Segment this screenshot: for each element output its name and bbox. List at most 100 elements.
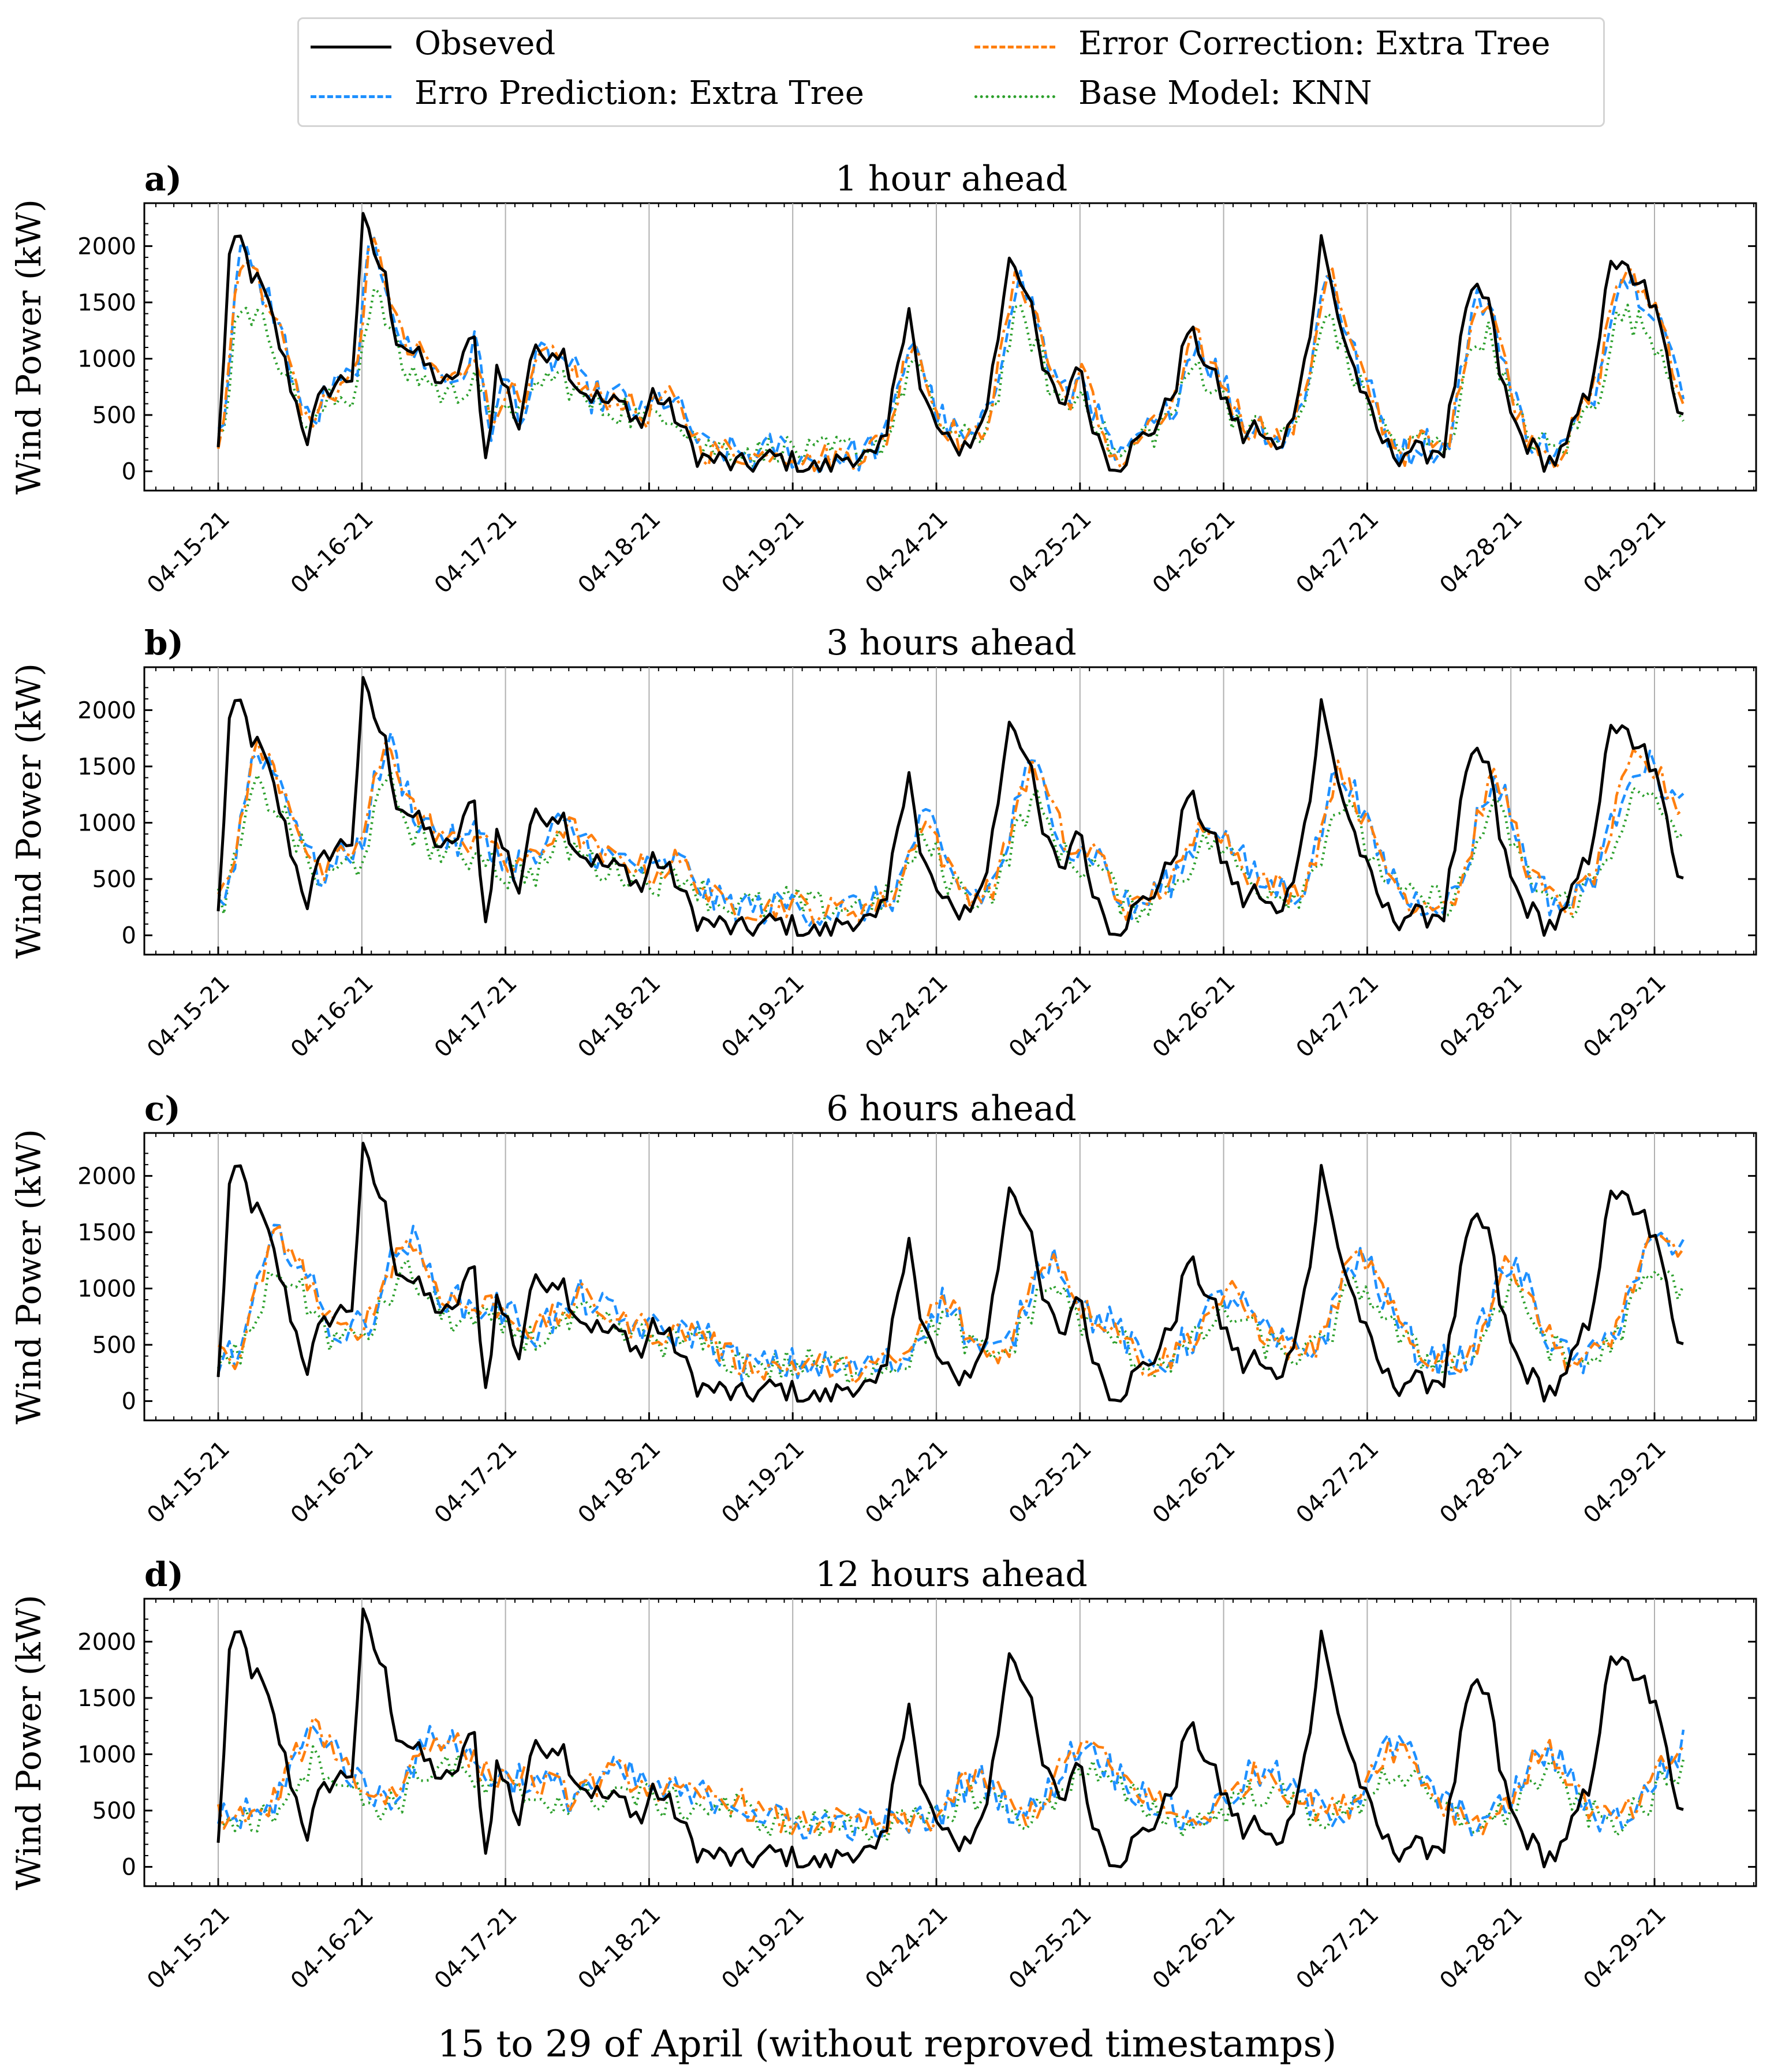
panel-title-0: 1 hour ahead <box>835 159 1068 199</box>
x-tick-label-2-5: 04-24-21 <box>860 1436 953 1529</box>
y-tick-label-1-3: 1500 <box>77 754 136 780</box>
x-tick-label-2-7: 04-26-21 <box>1148 1436 1241 1529</box>
series-base-model-knn-1 <box>216 770 1685 925</box>
x-tick-label-0-7: 04-26-21 <box>1148 506 1241 599</box>
x-tick-label-0-10: 04-29-21 <box>1578 506 1671 599</box>
y-tick-label-0-4: 2000 <box>77 233 136 260</box>
x-tick-label-3-0: 04-15-21 <box>142 1902 235 1995</box>
legend-label-error-correction: Error Correction: Extra Tree <box>1078 25 1551 62</box>
x-tick-label-3-6: 04-25-21 <box>1004 1902 1097 1995</box>
series-observed-3 <box>216 1607 1684 1869</box>
x-tick-label-1-0: 04-15-21 <box>142 970 235 1063</box>
y-tick-label-1-0: 0 <box>122 923 136 949</box>
x-tick-label-1-9: 04-28-21 <box>1435 970 1527 1063</box>
x-tick-label-1-5: 04-24-21 <box>860 970 953 1063</box>
y-tick-label-0-2: 1000 <box>77 346 136 372</box>
panel-letter-3: d) <box>144 1555 184 1594</box>
panel-letter-1: b) <box>144 623 184 663</box>
plot-frame-1 <box>143 666 1757 956</box>
y-axis-label-2: Wind Power (kW) <box>9 1129 48 1424</box>
y-tick-label-0-1: 500 <box>92 402 136 429</box>
x-tick-label-0-3: 04-18-21 <box>573 506 666 599</box>
x-tick-label-2-0: 04-15-21 <box>142 1436 235 1529</box>
y-tick-label-3-2: 1000 <box>77 1741 136 1768</box>
series-error-correction-extra-tree-1 <box>217 739 1685 927</box>
x-tick-label-2-2: 04-17-21 <box>430 1436 522 1529</box>
x-tick-label-3-8: 04-27-21 <box>1291 1902 1384 1995</box>
x-tick-label-1-1: 04-16-21 <box>286 970 379 1063</box>
panel-letter-0: a) <box>144 159 182 199</box>
y-tick-label-1-2: 1000 <box>77 810 136 836</box>
y-tick-label-3-4: 2000 <box>77 1629 136 1655</box>
series-error-correction-extra-tree-3 <box>216 1716 1685 1835</box>
series-observed-2 <box>216 1142 1684 1403</box>
panel-letter-2: c) <box>144 1089 181 1128</box>
y-tick-label-3-3: 1500 <box>77 1685 136 1712</box>
y-tick-label-0-0: 0 <box>122 459 136 485</box>
x-tick-label-3-7: 04-26-21 <box>1148 1902 1241 1995</box>
y-tick-label-2-3: 1500 <box>77 1220 136 1246</box>
x-tick-label-1-7: 04-26-21 <box>1148 970 1241 1063</box>
x-tick-label-2-9: 04-28-21 <box>1435 1436 1527 1529</box>
plot-frame-3 <box>143 1598 1757 1887</box>
x-tick-label-0-8: 04-27-21 <box>1291 506 1384 599</box>
x-tick-label-2-10: 04-29-21 <box>1578 1436 1671 1529</box>
x-tick-label-3-3: 04-18-21 <box>573 1902 666 1995</box>
x-tick-label-0-5: 04-24-21 <box>860 506 953 599</box>
x-tick-label-3-1: 04-16-21 <box>286 1902 379 1995</box>
x-tick-label-1-4: 04-19-21 <box>716 970 809 1063</box>
legend-swatch-observed <box>311 46 391 48</box>
x-tick-label-2-3: 04-18-21 <box>573 1436 666 1529</box>
x-tick-label-3-5: 04-24-21 <box>860 1902 953 1995</box>
series-observed-1 <box>216 676 1684 937</box>
legend: Obseved Error Correction: Extra Tree Err… <box>297 17 1605 127</box>
y-tick-label-0-3: 1500 <box>77 290 136 316</box>
plot-frame-0 <box>143 202 1757 492</box>
x-tick-label-0-0: 04-15-21 <box>142 506 235 599</box>
legend-label-base-model: Base Model: KNN <box>1078 74 1372 112</box>
panel-title-1: 3 hours ahead <box>826 623 1076 663</box>
y-axis-label-3: Wind Power (kW) <box>9 1595 48 1890</box>
series-erro-prediction-extra-tree-1 <box>217 731 1685 928</box>
y-tick-label-2-1: 500 <box>92 1332 136 1359</box>
x-tick-label-0-2: 04-17-21 <box>430 506 522 599</box>
x-tick-label-1-2: 04-17-21 <box>430 970 522 1063</box>
y-tick-label-2-0: 0 <box>122 1389 136 1415</box>
x-tick-label-0-9: 04-28-21 <box>1435 506 1527 599</box>
y-axis-label-1: Wind Power (kW) <box>9 663 48 959</box>
legend-label-erro-prediction: Erro Prediction: Extra Tree <box>414 74 864 112</box>
x-tick-label-2-6: 04-25-21 <box>1004 1436 1097 1529</box>
y-tick-label-3-1: 500 <box>92 1798 136 1824</box>
x-tick-label-1-3: 04-18-21 <box>573 970 666 1063</box>
x-tick-label-1-10: 04-29-21 <box>1578 970 1671 1063</box>
legend-label-observed: Obseved <box>414 25 556 62</box>
series-observed-0 <box>216 212 1684 473</box>
x-tick-label-2-1: 04-16-21 <box>286 1436 379 1529</box>
x-axis-label: 15 to 29 of April (without reproved time… <box>437 2023 1337 2066</box>
legend-swatch-base-model <box>974 95 1055 98</box>
series-error-correction-extra-tree-2 <box>217 1225 1685 1385</box>
x-tick-label-0-6: 04-25-21 <box>1004 506 1097 599</box>
series-erro-prediction-extra-tree-3 <box>216 1725 1685 1842</box>
legend-swatch-erro-prediction <box>311 95 391 98</box>
x-tick-label-2-4: 04-19-21 <box>716 1436 809 1529</box>
y-tick-label-1-1: 500 <box>92 866 136 893</box>
y-tick-label-3-0: 0 <box>122 1854 136 1881</box>
series-erro-prediction-extra-tree-2 <box>216 1224 1685 1382</box>
y-tick-label-2-4: 2000 <box>77 1163 136 1190</box>
y-axis-label-0: Wind Power (kW) <box>9 199 48 495</box>
x-tick-label-1-6: 04-25-21 <box>1004 970 1097 1063</box>
x-tick-label-3-2: 04-17-21 <box>430 1902 522 1995</box>
panel-title-2: 6 hours ahead <box>826 1089 1076 1129</box>
series-erro-prediction-extra-tree-0 <box>217 237 1685 476</box>
x-tick-label-0-4: 04-19-21 <box>716 506 809 599</box>
y-tick-label-2-2: 1000 <box>77 1276 136 1302</box>
panel-title-3: 12 hours ahead <box>815 1554 1087 1595</box>
legend-swatch-error-correction <box>974 46 1055 48</box>
y-tick-label-1-4: 2000 <box>77 697 136 724</box>
x-tick-label-1-8: 04-27-21 <box>1291 970 1384 1063</box>
x-tick-label-3-9: 04-28-21 <box>1435 1902 1527 1995</box>
x-tick-label-2-8: 04-27-21 <box>1291 1436 1384 1529</box>
